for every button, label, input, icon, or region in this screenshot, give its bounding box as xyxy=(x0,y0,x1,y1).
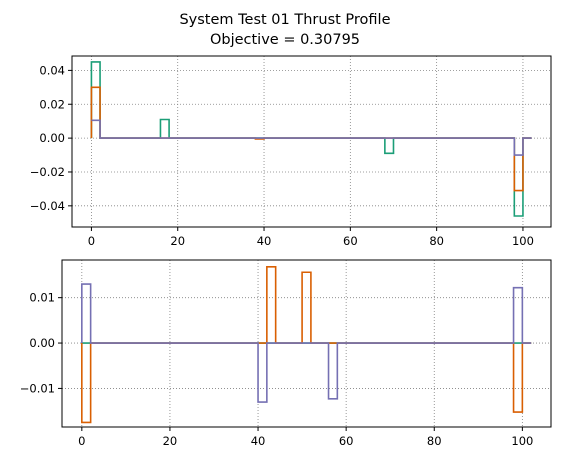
x-tick-label: 20 xyxy=(170,234,185,248)
x-tick-label: 40 xyxy=(257,234,272,248)
x-tick-label: 100 xyxy=(512,234,534,248)
y-tick-label: 0.01 xyxy=(29,291,55,305)
series-line-series_b xyxy=(81,266,532,424)
x-tick-label: 0 xyxy=(78,434,85,448)
x-tick-label: 80 xyxy=(429,234,444,248)
y-tick-label: 0.02 xyxy=(39,97,65,111)
x-tick-label: 60 xyxy=(343,234,358,248)
chart-title: System Test 01 Thrust Profile xyxy=(179,12,390,28)
y-tick-label: −0.01 xyxy=(20,381,55,395)
series-line-series_a xyxy=(90,61,532,217)
bottom-subplot: 0 20 40 60 80 100 0.01 0.00 −0.01 xyxy=(20,259,552,448)
x-tick-label: 100 xyxy=(511,434,533,448)
x-tick-label: 20 xyxy=(163,434,178,448)
x-tick-label: 60 xyxy=(339,434,354,448)
x-tick-label: 40 xyxy=(251,434,266,448)
x-tick-label: 80 xyxy=(427,434,442,448)
series-line-series_b xyxy=(90,86,532,192)
y-tick-label: −0.02 xyxy=(30,165,65,179)
x-tick-label: 0 xyxy=(88,234,95,248)
series-line-series_c xyxy=(81,283,532,403)
top-subplot: 0 20 40 60 80 100 0.04 0.02 0.00 −0.02 −0.04 xyxy=(30,55,552,248)
series-line-series_c xyxy=(91,119,532,156)
y-tick-label: −0.04 xyxy=(30,199,65,213)
axes-frame xyxy=(71,55,552,228)
chart-subtitle-objective: Objective = 0.30795 xyxy=(210,32,360,48)
y-tick-label: 0.04 xyxy=(39,63,65,77)
y-tick-label: 0.00 xyxy=(29,336,55,350)
y-tick-label: 0.00 xyxy=(39,131,65,145)
